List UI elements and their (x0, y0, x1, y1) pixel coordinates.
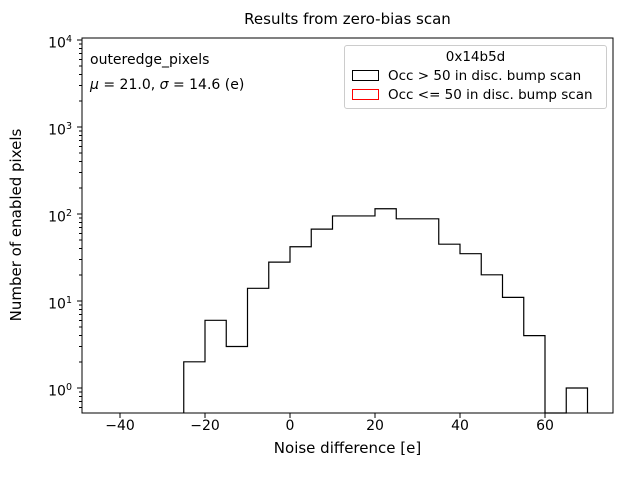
legend-entry: Occ > 50 in disc. bump scan (345, 66, 606, 85)
x-tick-label: 20 (366, 418, 384, 434)
sigma-symbol: σ (159, 77, 169, 93)
y-tick-label: 104 (48, 34, 72, 52)
legend-entry-label: Occ <= 50 in disc. bump scan (388, 86, 593, 103)
y-tick-label: 103 (48, 121, 72, 139)
legend-swatch-red-histogram-icon (352, 89, 379, 100)
mu-value: = 21.0, (98, 77, 160, 93)
x-tick-label: 0 (285, 418, 295, 434)
mu-symbol: μ (90, 77, 99, 93)
legend-swatch-black-histogram-icon (352, 70, 379, 81)
sigma-value: = 14.6 (e) (168, 77, 245, 93)
x-tick-label: −40 (105, 418, 135, 434)
y-tick-label: 102 (48, 208, 72, 226)
legend: 0x14b5d Occ > 50 in disc. bump scan Occ … (344, 45, 607, 109)
histogram-step-black (183, 208, 589, 414)
x-tick-label: −20 (190, 418, 220, 434)
annotation-dataset-label: outeredge_pixels (90, 52, 210, 68)
y-tick-label: 101 (48, 295, 72, 313)
x-tick-label: 40 (451, 418, 469, 434)
x-tick-label: 60 (536, 418, 554, 434)
legend-entry-label: Occ > 50 in disc. bump scan (388, 67, 582, 84)
x-axis-label: Noise difference [e] (273, 439, 422, 457)
legend-entry: Occ <= 50 in disc. bump scan (345, 85, 606, 104)
annotation: outeredge_pixels μ = 21.0, σ = 14.6 (e) (90, 48, 244, 98)
plot-frame (81, 37, 614, 414)
legend-title: 0x14b5d (445, 49, 506, 65)
chart-title: Results from zero-bias scan (244, 10, 451, 28)
y-tick-label: 100 (48, 382, 72, 400)
annotation-stats: μ = 21.0, σ = 14.6 (e) (90, 73, 244, 98)
